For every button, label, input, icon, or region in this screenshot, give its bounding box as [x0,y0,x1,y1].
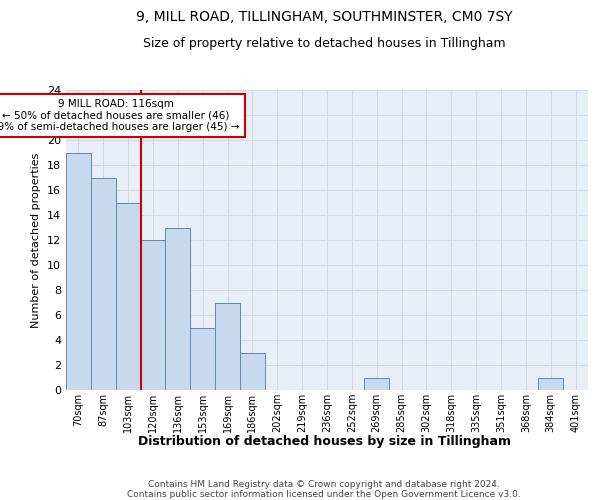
Bar [215,302,240,390]
Text: 9, MILL ROAD, TILLINGHAM, SOUTHMINSTER, CM0 7SY: 9, MILL ROAD, TILLINGHAM, SOUTHMINSTER, … [136,10,512,24]
Bar [166,228,190,390]
Y-axis label: Number of detached properties: Number of detached properties [31,152,41,328]
Text: 9 MILL ROAD: 116sqm
← 50% of detached houses are smaller (46)
49% of semi-detach: 9 MILL ROAD: 116sqm ← 50% of detached ho… [0,99,240,132]
Bar [140,240,166,390]
Bar [91,178,116,390]
Bar [364,378,389,390]
Text: Size of property relative to detached houses in Tillingham: Size of property relative to detached ho… [143,38,505,51]
Bar [66,152,91,390]
Text: Distribution of detached houses by size in Tillingham: Distribution of detached houses by size … [137,435,511,448]
Bar [190,328,215,390]
Bar [116,202,140,390]
Bar [240,352,265,390]
Text: Contains HM Land Registry data © Crown copyright and database right 2024.
Contai: Contains HM Land Registry data © Crown c… [127,480,521,500]
Bar [538,378,563,390]
